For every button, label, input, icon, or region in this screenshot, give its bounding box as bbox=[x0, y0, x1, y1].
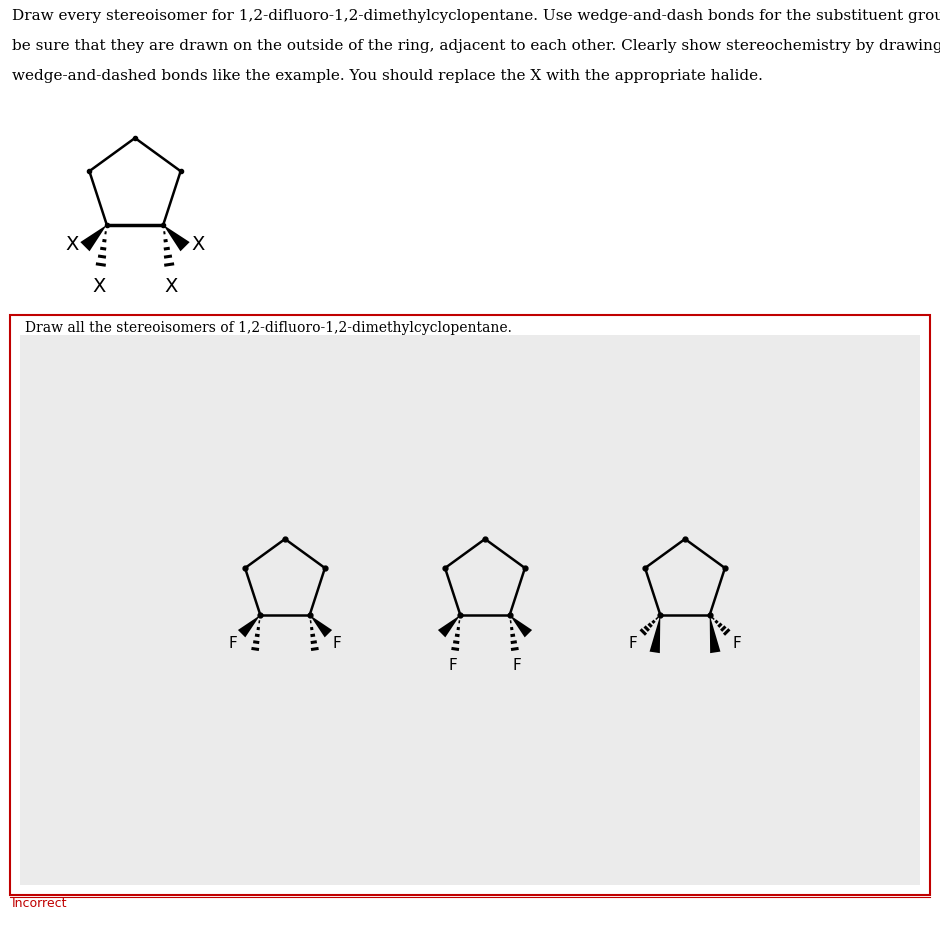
Polygon shape bbox=[438, 615, 461, 638]
Text: F: F bbox=[333, 636, 341, 651]
Text: Draw every stereoisomer for 1,2-difluoro-1,2-dimethylcyclopentane. Use wedge-and: Draw every stereoisomer for 1,2-difluoro… bbox=[12, 9, 940, 23]
Polygon shape bbox=[309, 615, 332, 638]
Text: Draw all the stereoisomers of 1,2-difluoro-1,2-dimethylcyclopentane.: Draw all the stereoisomers of 1,2-difluo… bbox=[25, 321, 512, 335]
Bar bbox=[20, 335, 920, 885]
Polygon shape bbox=[509, 615, 532, 638]
Text: X: X bbox=[191, 236, 204, 254]
Text: F: F bbox=[629, 636, 637, 651]
Polygon shape bbox=[164, 224, 190, 251]
Bar bbox=[10, 315, 930, 895]
Text: F: F bbox=[732, 636, 741, 651]
Text: F: F bbox=[448, 658, 457, 673]
Text: wedge-and-dashed bonds like the example. You should replace the X with the appro: wedge-and-dashed bonds like the example.… bbox=[12, 69, 763, 83]
Polygon shape bbox=[238, 615, 260, 638]
Polygon shape bbox=[650, 615, 660, 654]
Polygon shape bbox=[710, 615, 720, 654]
Text: Incorrect: Incorrect bbox=[12, 897, 68, 910]
Text: X: X bbox=[164, 277, 178, 295]
Text: X: X bbox=[92, 277, 106, 295]
Text: F: F bbox=[513, 658, 522, 673]
Polygon shape bbox=[80, 224, 107, 251]
Text: F: F bbox=[228, 636, 238, 651]
Bar bbox=[0, 0, 940, 315]
Text: be sure that they are drawn on the outside of the ring, adjacent to each other. : be sure that they are drawn on the outsi… bbox=[12, 39, 940, 53]
Text: X: X bbox=[66, 236, 79, 254]
